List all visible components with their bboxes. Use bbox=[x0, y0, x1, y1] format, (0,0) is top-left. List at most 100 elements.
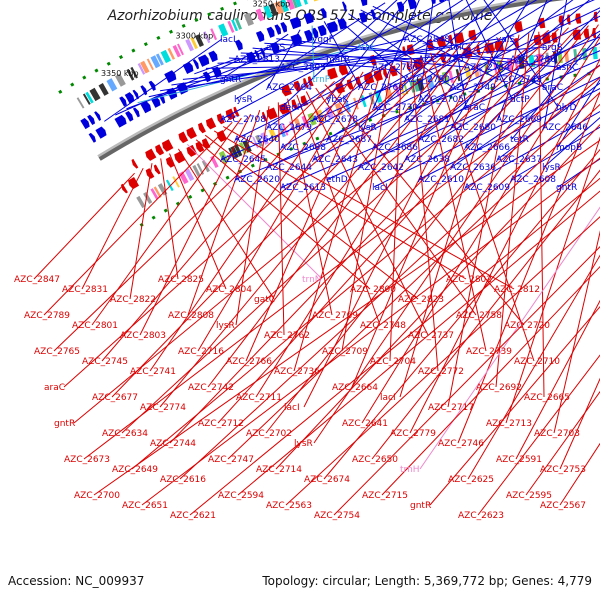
cog-block-reverse bbox=[184, 168, 195, 182]
gene-label-reverse: AZC_2758 bbox=[456, 311, 502, 321]
gene-label-forward: lacI bbox=[372, 183, 388, 193]
gene-arrow bbox=[293, 80, 302, 92]
cog-block-forward bbox=[115, 73, 126, 87]
gene-arrow bbox=[153, 164, 161, 175]
leader-line bbox=[197, 71, 364, 352]
gene-label-forward: AZC_2743 bbox=[496, 75, 542, 85]
leader-line bbox=[73, 29, 550, 424]
cog-block-forward bbox=[218, 23, 229, 37]
gene-label-forward: hlyD bbox=[556, 103, 577, 113]
leader-line bbox=[511, 33, 600, 140]
gene-label-forward: lacI bbox=[220, 35, 236, 45]
cog-block-forward bbox=[126, 68, 135, 81]
cog-block-forward bbox=[140, 60, 150, 74]
gene-arrow bbox=[389, 65, 398, 77]
gene-label-forward: AZC_2813 bbox=[234, 55, 280, 65]
gene-label-forward: tetR bbox=[510, 135, 529, 145]
gene-label-forward: deoR bbox=[280, 103, 303, 113]
leader-line bbox=[557, 78, 600, 148]
gene-label-reverse: AZC_2700 bbox=[74, 491, 120, 501]
cog-block-reverse bbox=[234, 144, 243, 157]
gene-label-reverse: AZC_2651 bbox=[122, 501, 168, 511]
gene-arrow bbox=[140, 101, 152, 114]
gene-label-reverse: AZC_2720 bbox=[504, 321, 550, 331]
gene-label-reverse: AZC_2762 bbox=[264, 331, 310, 341]
gene-label-forward: araC bbox=[464, 103, 485, 113]
gene-arrow bbox=[88, 132, 97, 143]
leader-line bbox=[63, 50, 441, 388]
leader-line bbox=[53, 80, 335, 352]
gene-label-forward: AZC_2687 bbox=[326, 135, 372, 145]
cog-block-reverse bbox=[165, 179, 174, 192]
leader-line bbox=[281, 0, 398, 108]
gene-label-reverse: AZC_2713 bbox=[486, 419, 532, 429]
leader-line bbox=[217, 26, 579, 424]
gene-label-reverse: AZC_2591 bbox=[496, 455, 542, 465]
gene-arrow bbox=[281, 84, 292, 97]
leader-line bbox=[221, 33, 289, 80]
gene-label-forward: AZC_2730 bbox=[372, 103, 418, 113]
gene-label-reverse: AZC_2704 bbox=[370, 357, 416, 367]
scale-tick-label: 3250 kbp bbox=[253, 0, 291, 8]
gene-label-reverse: lacI bbox=[380, 393, 396, 403]
gene-label-reverse: AZC_2674 bbox=[304, 475, 350, 485]
gene-arrow bbox=[407, 0, 417, 10]
gene-arrow bbox=[174, 150, 186, 164]
gene-arrow bbox=[280, 22, 288, 33]
leader-line bbox=[497, 0, 548, 120]
gene-label-forward: AZC_2848 bbox=[404, 35, 450, 45]
leader-line bbox=[177, 148, 275, 300]
gene-arrow bbox=[148, 80, 156, 91]
gene-label-reverse: AZC_2641 bbox=[342, 419, 388, 429]
cog-block-forward bbox=[85, 91, 94, 104]
leader-line bbox=[405, 42, 600, 160]
cog-block-forward bbox=[231, 19, 239, 32]
cog-block-forward bbox=[203, 31, 211, 44]
cog-block-reverse bbox=[564, 49, 570, 63]
cog-block-forward bbox=[210, 28, 218, 41]
leader-line bbox=[405, 0, 511, 120]
leader-line bbox=[171, 38, 499, 86]
leader-line bbox=[33, 172, 135, 280]
cog-block-reverse bbox=[150, 188, 159, 200]
gene-arrow bbox=[311, 27, 319, 39]
leader-line bbox=[448, 0, 467, 108]
leader-line bbox=[101, 77, 345, 362]
cog-block-reverse bbox=[157, 183, 168, 196]
gene-label-forward: lysR bbox=[234, 95, 253, 105]
leader-line bbox=[267, 7, 600, 168]
gene-label-forward: yqgF bbox=[312, 35, 334, 45]
cog-block-reverse bbox=[282, 123, 289, 136]
gene-label-forward: alaS bbox=[266, 43, 286, 53]
gene-label-reverse: AZC_2621 bbox=[170, 511, 216, 521]
gene-arrow bbox=[216, 130, 227, 142]
cog-block-forward bbox=[313, 0, 319, 2]
gene-arrow bbox=[178, 131, 189, 144]
leader-line bbox=[359, 0, 495, 128]
backbone-ring bbox=[98, 0, 565, 161]
gene-arrow bbox=[212, 66, 222, 78]
gene-label-forward: AZC_2749 bbox=[450, 83, 496, 93]
leader-line bbox=[148, 38, 407, 98]
gene-label-reverse: AZC_2822 bbox=[110, 295, 156, 305]
gene-label-reverse: gntR bbox=[54, 419, 75, 429]
leader-line bbox=[235, 2, 386, 100]
leader-line bbox=[373, 0, 574, 148]
gene-label-reverse: AZC_2716 bbox=[178, 347, 224, 357]
leader-line bbox=[205, 66, 283, 69]
gene-label-reverse: AZC_2801 bbox=[72, 321, 118, 331]
leader-line bbox=[222, 126, 515, 290]
cog-block-reverse bbox=[143, 191, 153, 205]
leader-line bbox=[430, 52, 535, 362]
gene-label-reverse: AZC_2789 bbox=[24, 311, 70, 321]
gene-label-forward: gntR bbox=[556, 183, 577, 193]
gene-label-reverse: lacI bbox=[284, 403, 300, 413]
gene-arrow bbox=[197, 54, 210, 67]
cog-block-forward bbox=[167, 47, 176, 60]
genome-summary-text: Topology: circular; Length: 5,369,772 bp… bbox=[262, 574, 592, 588]
genome-title: Azorhizobium caulinodans ORS 571, comple… bbox=[107, 8, 493, 24]
gene-arrow bbox=[278, 102, 290, 115]
leader-line bbox=[121, 28, 559, 434]
gene-arrow bbox=[406, 61, 411, 72]
leader-line bbox=[93, 139, 600, 496]
